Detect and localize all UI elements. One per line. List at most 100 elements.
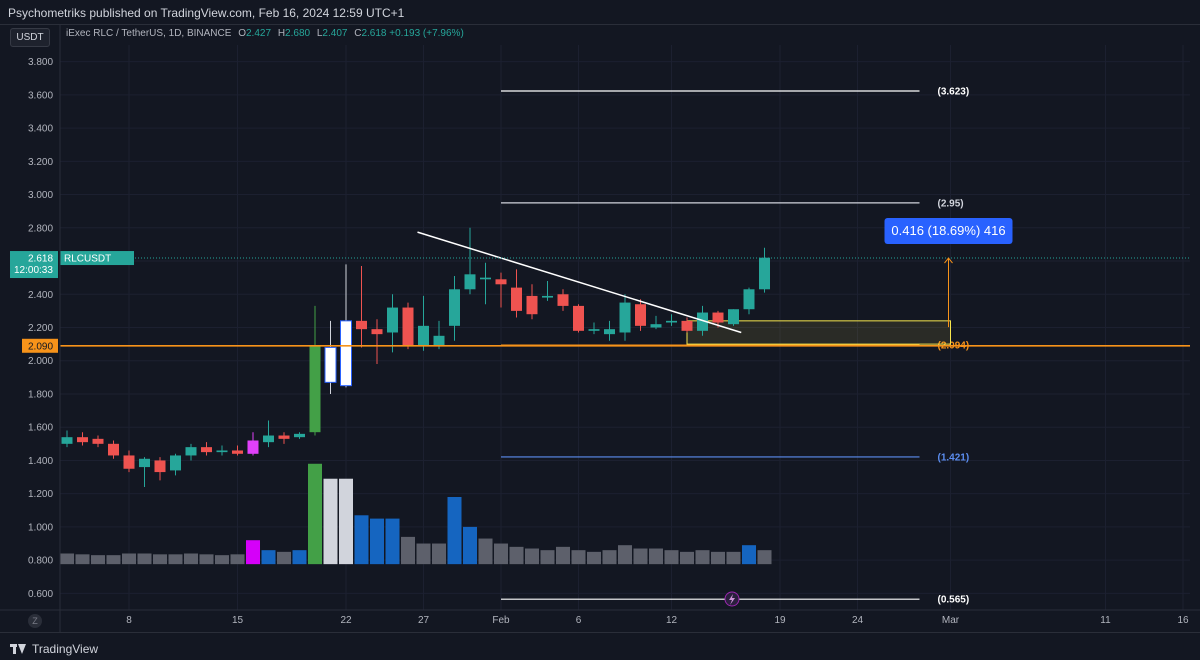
y-tick-label: 3.000 <box>28 190 53 201</box>
candle <box>154 457 166 481</box>
volume-bar <box>633 548 648 565</box>
volume-bar <box>153 554 167 565</box>
close-label: C <box>354 28 362 39</box>
candle-body <box>278 435 290 439</box>
candle-body <box>201 447 212 453</box>
y-tick-label: 1.600 <box>28 423 53 434</box>
level-label: (2.95) <box>938 198 964 209</box>
candle <box>449 275 460 341</box>
candle <box>108 440 119 459</box>
candle-body <box>511 287 522 311</box>
candle-body <box>108 443 119 456</box>
candle <box>263 420 274 448</box>
candle <box>371 319 383 365</box>
candle <box>759 247 770 293</box>
candle <box>309 305 321 436</box>
zone-rect <box>686 320 951 345</box>
volume-bar <box>587 551 601 565</box>
candle <box>216 445 228 456</box>
consolidation-zone[interactable] <box>686 320 951 345</box>
y-tick-label: 3.800 <box>28 57 53 68</box>
candle-body <box>402 307 414 346</box>
volume-bar <box>447 497 462 565</box>
y-tick-label: 2.000 <box>28 356 53 367</box>
candle <box>201 442 212 456</box>
level-label: (1.421) <box>938 452 970 463</box>
candle <box>387 294 398 353</box>
volume-bars <box>60 463 772 565</box>
candle-body <box>743 289 755 310</box>
candle-body <box>371 329 383 335</box>
level-label: (3.623) <box>938 87 970 98</box>
volume-bar <box>571 550 586 565</box>
volume-bar <box>199 554 214 565</box>
publisher-line: Psychometriks published on TradingView.c… <box>8 6 405 20</box>
volume-bar <box>680 551 694 565</box>
candle-body <box>154 460 166 473</box>
volume-bar <box>742 545 756 565</box>
volume-bar <box>292 550 307 565</box>
candle-body <box>728 309 739 325</box>
candle <box>681 317 693 333</box>
candle <box>495 272 507 308</box>
x-tick-label: 6 <box>576 615 582 626</box>
candle-body <box>449 289 460 326</box>
y-tick-label: 0.600 <box>28 589 53 600</box>
x-tick-label: Feb <box>492 615 510 626</box>
overlays[interactable]: RLCUSDT 0.416 (18.69%) 416 <box>60 218 1190 607</box>
x-tick-label: 11 <box>1100 615 1111 626</box>
candle <box>324 320 337 394</box>
z-button[interactable]: Z <box>28 614 42 628</box>
volume-bar <box>137 553 152 565</box>
symbol-tag-label: RLCUSDT <box>64 254 111 265</box>
tradingview-logo[interactable]: TradingView <box>10 642 98 656</box>
volume-bar <box>60 553 74 565</box>
measure-arrowhead <box>944 257 953 264</box>
candle-body <box>356 320 367 330</box>
currency-button[interactable]: USDT <box>10 28 50 47</box>
price-axis[interactable]: 3.8003.6003.4003.2003.0002.8002.6002.400… <box>10 25 61 632</box>
candle-body <box>170 455 181 471</box>
y-tick-label: 1.800 <box>28 389 53 400</box>
support-price-label: 2.090 <box>28 341 53 352</box>
candle-body <box>635 304 646 326</box>
y-tick-label: 2.400 <box>28 290 53 301</box>
candle <box>185 443 197 461</box>
volume-bar <box>91 555 105 565</box>
volume-bar <box>168 554 183 565</box>
volume-bar <box>695 550 710 565</box>
candle-body <box>263 435 274 443</box>
measure-label: 0.416 (18.69%) 416 <box>891 223 1005 238</box>
candle-body <box>216 450 228 453</box>
candle-body <box>588 329 600 331</box>
candle-body <box>340 320 352 387</box>
volume-bar <box>757 550 772 565</box>
trendline <box>417 231 742 334</box>
candle-body <box>123 455 135 469</box>
y-tick-label: 1.200 <box>28 489 53 500</box>
candle <box>480 262 491 305</box>
candle <box>464 227 476 295</box>
candle <box>511 269 522 318</box>
candle-body <box>464 274 476 290</box>
volume-bar <box>354 515 369 565</box>
y-tick-label: 3.200 <box>28 157 53 168</box>
candle <box>340 264 352 388</box>
countdown-label: 12:00:33 <box>14 265 53 276</box>
bottom-bar: TradingView <box>0 632 1200 660</box>
volume-bar <box>339 478 353 565</box>
time-axis[interactable]: 8 15 22 27 Feb 6 12 19 24 Mar 11 16 <box>0 609 1200 626</box>
candles <box>61 227 770 488</box>
volume-bar <box>401 536 415 565</box>
x-tick-label: 19 <box>774 615 786 626</box>
x-tick-label: 27 <box>418 615 430 626</box>
candle <box>123 450 135 473</box>
y-tick-label: 0.800 <box>28 556 53 567</box>
candle <box>743 287 755 315</box>
candle-body <box>309 345 321 433</box>
candle <box>92 435 104 448</box>
x-tick-label: Mar <box>942 615 960 626</box>
volume-bar <box>122 553 136 565</box>
candle-body <box>526 295 538 315</box>
